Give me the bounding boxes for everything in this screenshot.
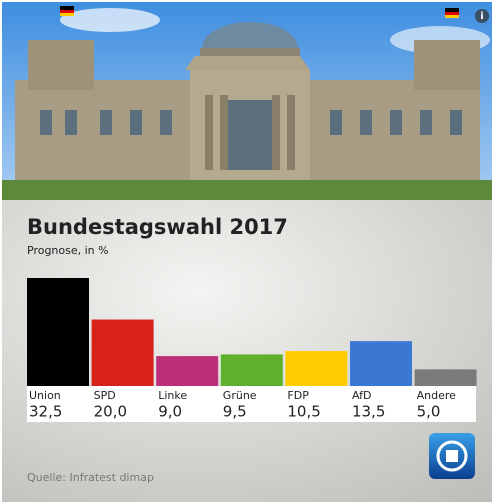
chart-title: Bundestagswahl 2017 — [27, 215, 288, 239]
bar — [91, 319, 154, 386]
value-label: 20,0 — [94, 403, 127, 421]
category-label: SPD — [94, 389, 116, 402]
bar — [156, 356, 219, 386]
category-label: Union — [29, 389, 61, 402]
photo: i — [2, 2, 492, 200]
category-label: FDP — [287, 389, 309, 402]
source: Quelle: Infratest dimap — [27, 471, 154, 484]
value-label: 13,5 — [352, 403, 385, 421]
bar — [27, 278, 89, 386]
category-label: Andere — [417, 389, 457, 402]
logo — [429, 433, 475, 479]
bar — [350, 341, 412, 386]
category-label: Linke — [158, 389, 187, 402]
value-label: 32,5 — [29, 403, 62, 421]
svg-text:i: i — [480, 11, 483, 22]
bar — [220, 354, 283, 386]
value-label: 9,5 — [223, 403, 247, 421]
value-label: 5,0 — [417, 403, 441, 421]
bar — [285, 351, 348, 386]
chart-subtitle: Prognose, in % — [27, 244, 109, 257]
bar — [414, 369, 477, 386]
category-label: AfD — [352, 389, 371, 402]
value-label: 10,5 — [287, 403, 320, 421]
category-label: Grüne — [223, 389, 257, 402]
label-band — [27, 386, 476, 422]
value-label: 9,0 — [158, 403, 182, 421]
